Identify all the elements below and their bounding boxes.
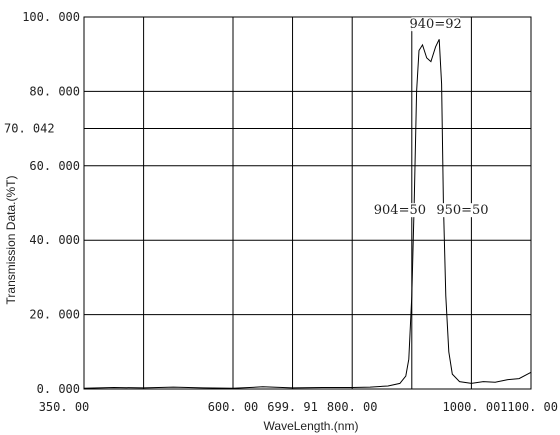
plot-area — [83, 16, 532, 390]
x-tick-label: 699. 91 — [267, 400, 318, 414]
x-axis-title: WaveLength.(nm) — [264, 419, 359, 433]
y-tick-label: 100. 000 — [22, 10, 80, 24]
annotation-background — [375, 203, 425, 218]
annotation-background — [438, 203, 487, 218]
y-tick-label: 70. 042 — [4, 121, 55, 135]
x-tick-label: 600. 00 — [208, 400, 259, 414]
x-tick-label: 800. 00 — [327, 400, 378, 414]
y-tick-label: 20. 000 — [29, 308, 80, 322]
x-tick-label: 1100. 00 — [500, 400, 558, 414]
y-tick-label: 40. 000 — [29, 233, 80, 247]
y-axis-title: Transmission Data.(%T) — [4, 176, 18, 305]
y-tick-label: 0. 000 — [37, 382, 80, 396]
transmission-curve — [83, 39, 532, 389]
y-tick-label: 60. 000 — [29, 159, 80, 173]
gridlines — [83, 16, 532, 390]
annotations: 940=92 904=50 950=50 — [374, 17, 489, 218]
x-tick-label: 350. 00 — [39, 400, 90, 414]
y-tick-label: 80. 000 — [29, 84, 80, 98]
annotation-label: 904=50 — [374, 203, 426, 218]
x-tick-label: 1000. 00 — [443, 400, 501, 414]
annotation-label: 950=50 — [436, 203, 488, 218]
tick-labels: 350. 00 600. 00 699. 91 800. 00 1000. 00 1100… — [4, 10, 558, 414]
annotation-label: 940=92 — [410, 17, 462, 32]
annotation-background — [411, 17, 461, 32]
